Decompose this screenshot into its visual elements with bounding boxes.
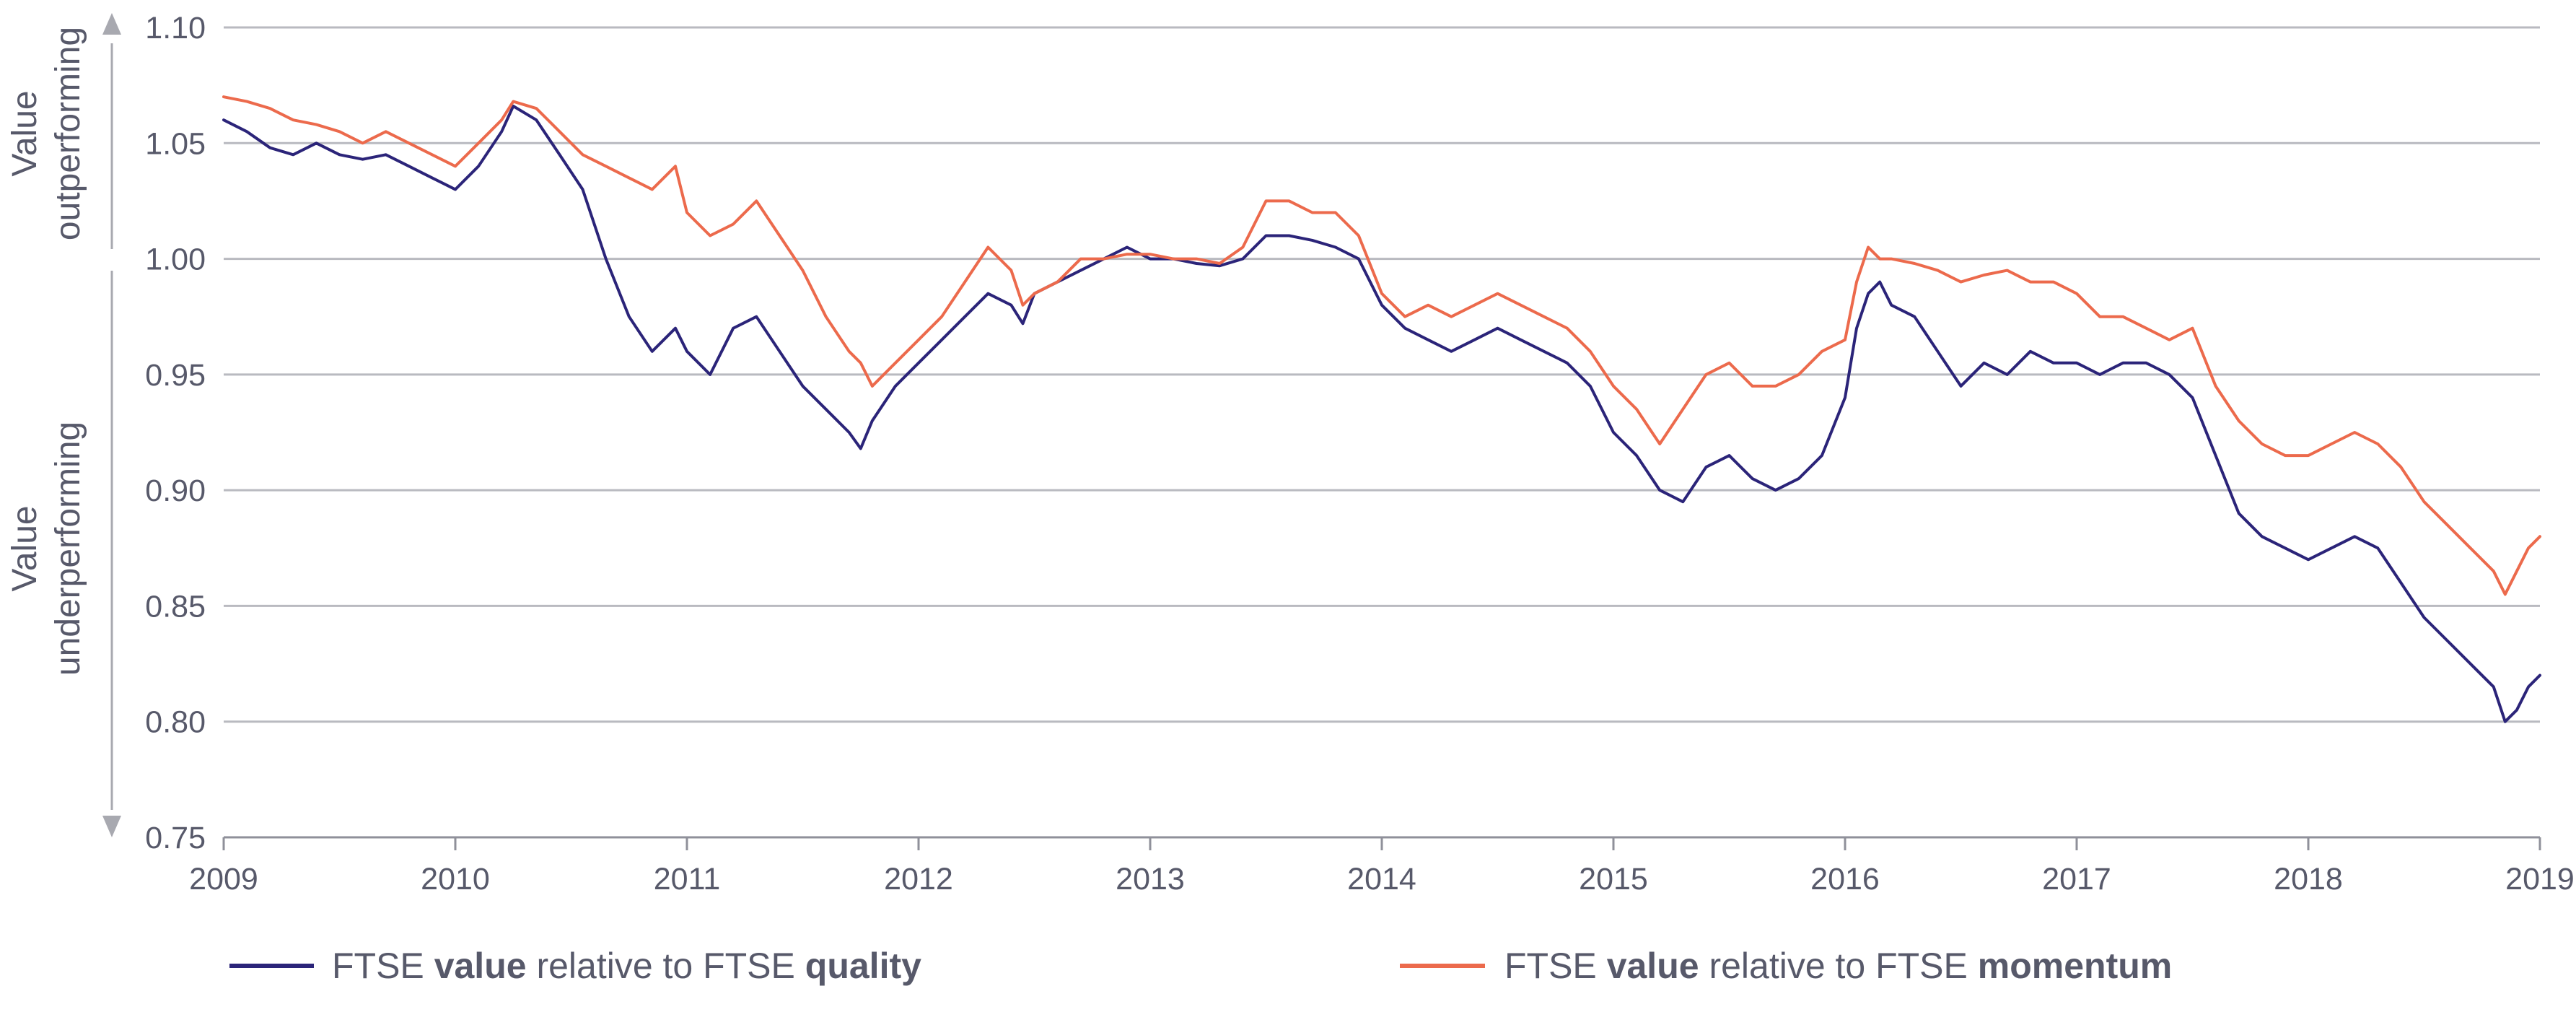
grid-lines <box>224 26 2540 723</box>
outperforming-label-line1: Value <box>6 90 44 176</box>
y-tick-label: 0.85 <box>145 589 206 624</box>
series-line-quality <box>222 105 2541 723</box>
x-tick-label: 2016 <box>1810 862 1880 897</box>
y-tick-label: 1.05 <box>145 126 206 161</box>
series-line-momentum <box>222 95 2541 596</box>
y-tick-label: 0.90 <box>145 474 206 508</box>
y-tick-label: 1.00 <box>145 243 206 277</box>
x-tick-label: 2011 <box>654 862 720 897</box>
x-axis <box>222 836 2541 850</box>
x-tick-label: 2017 <box>2042 862 2111 897</box>
legend-quality-prefix: FTSE <box>332 946 434 986</box>
x-tick-labels: 2009 2010 2011 2012 2013 2014 2015 2016 2017 2018… <box>189 862 2575 897</box>
x-tick-label: 2015 <box>1579 862 1648 897</box>
y-tick-label: 0.75 <box>145 821 206 855</box>
legend-momentum-prefix: FTSE <box>1504 946 1607 986</box>
up-arrow-icon <box>102 13 121 35</box>
y-tick-labels: 0.75 0.80 0.85 0.90 0.95 1.00 1.05 1.10 <box>145 11 206 855</box>
legend-quality-bold2: quality <box>805 946 921 986</box>
legend-label-quality: FTSE value relative to FTSE quality <box>332 946 921 986</box>
x-tick-label: 2009 <box>189 862 258 897</box>
legend-item-quality: FTSE value relative to FTSE quality <box>229 946 921 986</box>
legend-momentum-middle: relative to FTSE <box>1699 946 1978 986</box>
legend-quality-middle: relative to FTSE <box>527 946 805 986</box>
legend-item-momentum: FTSE value relative to FTSE momentum <box>1400 946 2172 986</box>
y-tick-label: 1.10 <box>145 11 206 45</box>
y-tick-label: 0.95 <box>145 358 206 393</box>
legend-label-momentum: FTSE value relative to FTSE momentum <box>1504 946 2172 986</box>
x-tick-label: 2013 <box>1116 862 1185 897</box>
x-tick-label: 2014 <box>1347 862 1416 897</box>
side-labels: Value outperforming Value underperformin… <box>6 13 121 837</box>
data-series <box>222 95 2541 723</box>
x-tick-label: 2012 <box>884 862 953 897</box>
legend: FTSE value relative to FTSE quality FTSE… <box>229 946 2172 986</box>
y-tick-label: 0.80 <box>145 705 206 740</box>
x-tick-label: 2019 <box>2505 862 2575 897</box>
legend-momentum-bold2: momentum <box>1978 946 2172 986</box>
x-tick-label: 2010 <box>421 862 490 897</box>
legend-quality-bold1: value <box>434 946 527 986</box>
underperforming-label-line1: Value <box>6 505 44 591</box>
legend-momentum-bold1: value <box>1607 946 1699 986</box>
down-arrow-icon <box>102 816 121 837</box>
underperforming-label-line2: underperforming <box>49 422 87 676</box>
x-tick-label: 2018 <box>2274 862 2343 897</box>
outperforming-label-line2: outperforming <box>49 27 87 240</box>
